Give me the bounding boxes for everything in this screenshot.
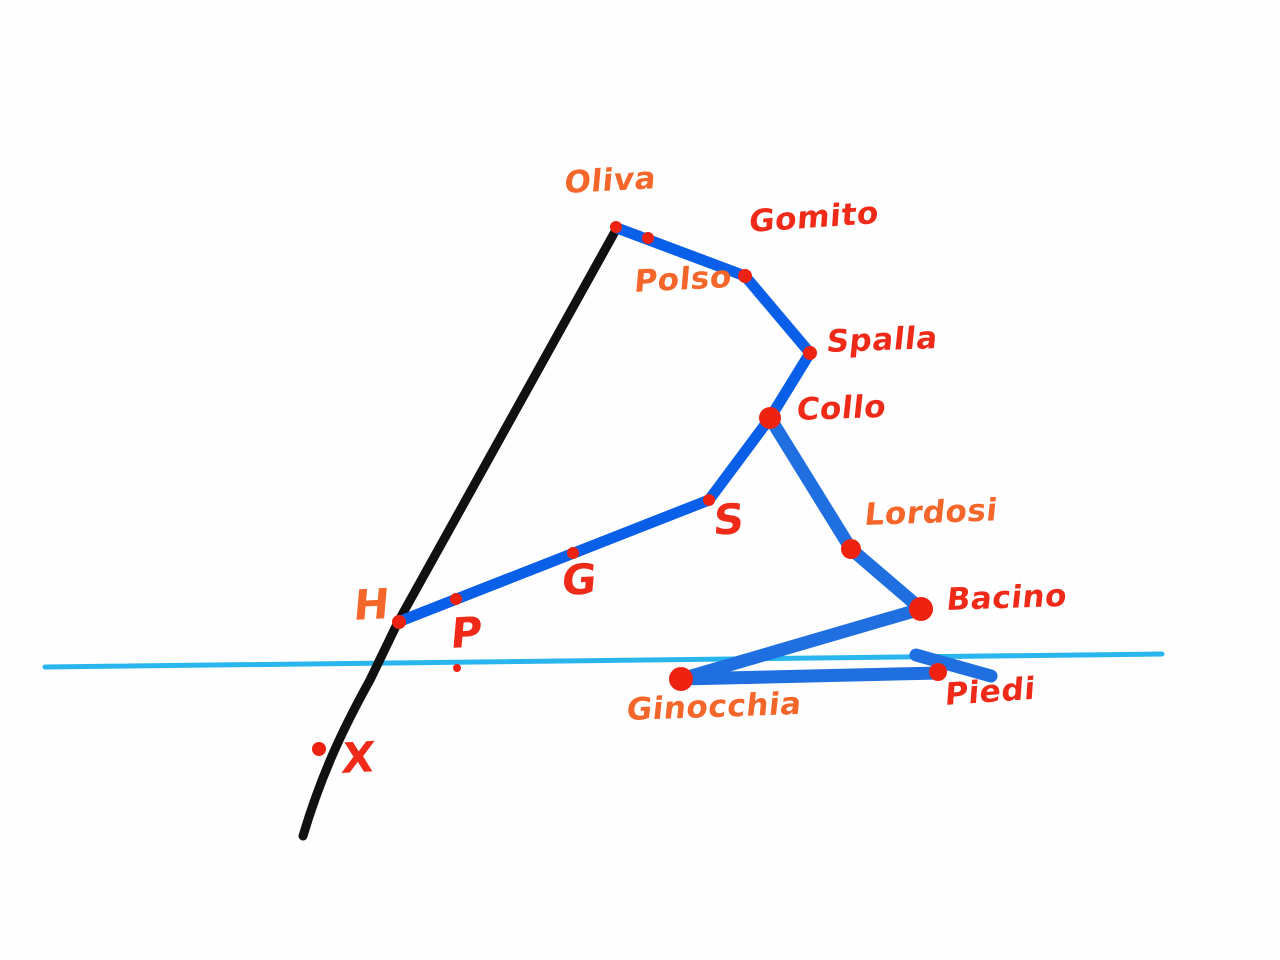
node-p-ground[interactable] [453,664,461,672]
node-gomito[interactable] [738,269,752,283]
label-collo: Collo [794,388,889,428]
label-p: P [448,607,485,658]
label-ginocchia: Ginocchia [624,685,804,728]
label-s: S [711,493,747,545]
label-h: H [351,579,392,630]
node-p[interactable] [450,593,462,605]
label-bacino: Bacino [944,577,1070,618]
node-spalla[interactable] [803,346,817,360]
node-bacino[interactable] [909,597,933,621]
spalla-to-collo [764,347,816,424]
lordosi-to-bacino [844,542,928,616]
label-lordosi: Lordosi [862,492,1000,533]
node-g[interactable] [567,547,579,559]
plumb-line-group [298,223,622,841]
node-ginocchia[interactable] [669,667,693,691]
bacino-to-ginocchia [674,602,928,686]
node-h[interactable] [392,615,406,629]
ground-line-group [42,651,1165,670]
node-piedi[interactable] [929,663,947,681]
s-to-h [392,494,715,628]
node-s[interactable] [703,494,715,506]
oliva-to-gomito [611,222,751,282]
label-polso: Polso [632,258,734,300]
collo-to-s [703,412,776,506]
label-oliva: Oliva [562,160,658,201]
node-polso[interactable] [642,232,654,244]
collo-to-lordosi [763,411,858,556]
label-spalla: Spalla [824,320,940,360]
label-gomito: Gomito [747,195,881,240]
node-lordosi[interactable] [841,539,861,559]
ginocchia-to-piedi [674,666,947,686]
plumb-line [298,223,622,841]
label-g: G [559,554,600,605]
node-x[interactable] [312,742,326,756]
label-piedi: Piedi [943,670,1037,713]
label-x: X [339,732,378,783]
joint-nodes-group [312,221,947,756]
foot-segment [909,648,998,683]
horizon-line [42,651,1165,670]
node-collo[interactable] [759,407,781,429]
node-oliva[interactable] [610,221,622,233]
gomito-to-spalla [739,270,816,359]
limb-segments-group [392,222,998,686]
